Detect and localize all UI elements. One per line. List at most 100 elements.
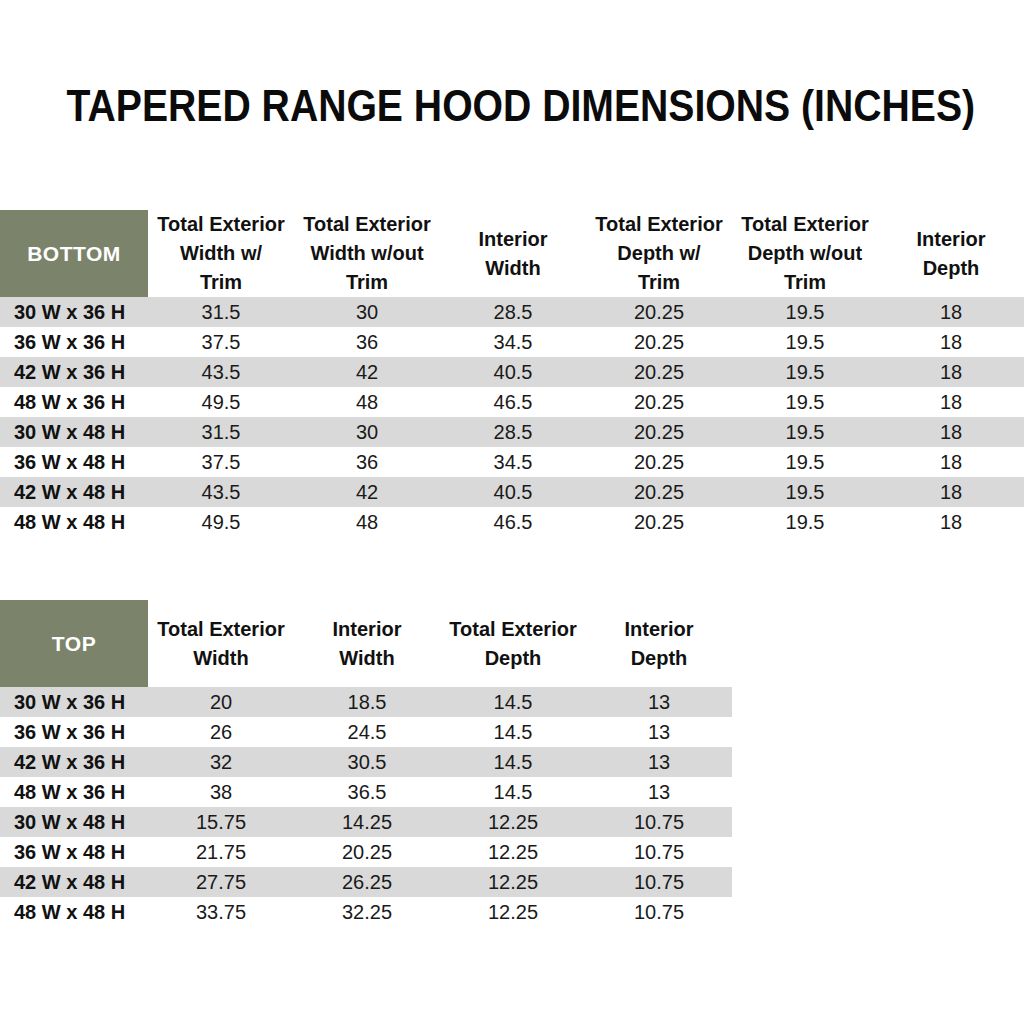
cell-value: 18: [878, 507, 1024, 537]
top-header-row: TOP Total Exterior Width Interior Width …: [0, 600, 732, 687]
cell-value: 32.25: [294, 897, 440, 927]
column-header-interior-width: Interior Width: [440, 210, 586, 297]
cell-value: 10.75: [586, 897, 732, 927]
table-row: 48 W x 36 H3836.514.513: [0, 777, 732, 807]
cell-value: 18: [878, 357, 1024, 387]
cell-value: 37.5: [148, 447, 294, 477]
row-label: 42 W x 48 H: [0, 867, 148, 897]
cell-value: 20.25: [586, 447, 732, 477]
cell-value: 13: [586, 717, 732, 747]
cell-value: 10.75: [586, 867, 732, 897]
cell-value: 13: [586, 747, 732, 777]
row-label: 48 W x 48 H: [0, 507, 148, 537]
column-header-total-exterior-width-w-trim: Total Exterior Width w/ Trim: [148, 210, 294, 297]
cell-value: 10.75: [586, 807, 732, 837]
cell-value: 38: [148, 777, 294, 807]
cell-value: 20.25: [294, 837, 440, 867]
cell-value: 46.5: [440, 507, 586, 537]
cell-value: 19.5: [732, 297, 878, 327]
cell-value: 26: [148, 717, 294, 747]
cell-value: 20: [148, 687, 294, 717]
row-label: 48 W x 36 H: [0, 387, 148, 417]
column-header-total-exterior-depth-wout-trim: Total Exterior Depth w/out Trim: [732, 210, 878, 297]
cell-value: 42: [294, 357, 440, 387]
row-label: 36 W x 36 H: [0, 327, 148, 357]
cell-value: 13: [586, 687, 732, 717]
cell-value: 36: [294, 327, 440, 357]
cell-value: 27.75: [148, 867, 294, 897]
cell-value: 34.5: [440, 327, 586, 357]
cell-value: 18: [878, 387, 1024, 417]
cell-value: 30: [294, 297, 440, 327]
cell-value: 18.5: [294, 687, 440, 717]
cell-value: 31.5: [148, 417, 294, 447]
cell-value: 28.5: [440, 297, 586, 327]
row-label: 36 W x 48 H: [0, 837, 148, 867]
cell-value: 14.5: [440, 717, 586, 747]
cell-value: 20.25: [586, 357, 732, 387]
cell-value: 36: [294, 447, 440, 477]
cell-value: 42: [294, 477, 440, 507]
cell-value: 30.5: [294, 747, 440, 777]
cell-value: 49.5: [148, 387, 294, 417]
cell-value: 19.5: [732, 357, 878, 387]
cell-value: 21.75: [148, 837, 294, 867]
column-header-total-exterior-depth: Total Exterior Depth: [440, 600, 586, 687]
cell-value: 31.5: [148, 297, 294, 327]
cell-value: 46.5: [440, 387, 586, 417]
cell-value: 13: [586, 777, 732, 807]
cell-value: 40.5: [440, 477, 586, 507]
row-label: 48 W x 48 H: [0, 897, 148, 927]
cell-value: 19.5: [732, 327, 878, 357]
cell-value: 20.25: [586, 327, 732, 357]
cell-value: 26.25: [294, 867, 440, 897]
column-header-interior-width: Interior Width: [294, 600, 440, 687]
table-row: 42 W x 48 H43.54240.520.2519.518: [0, 477, 1024, 507]
cell-value: 48: [294, 387, 440, 417]
bottom-dimensions-table: BOTTOM Total Exterior Width w/ Trim Tota…: [0, 210, 1024, 537]
column-header-total-exterior-width-wout-trim: Total Exterior Width w/out Trim: [294, 210, 440, 297]
cell-value: 14.5: [440, 687, 586, 717]
cell-value: 18: [878, 447, 1024, 477]
cell-value: 19.5: [732, 447, 878, 477]
cell-value: 33.75: [148, 897, 294, 927]
cell-value: 18: [878, 417, 1024, 447]
cell-value: 19.5: [732, 477, 878, 507]
row-label: 42 W x 48 H: [0, 477, 148, 507]
cell-value: 20.25: [586, 297, 732, 327]
cell-value: 20.25: [586, 417, 732, 447]
row-label: 48 W x 36 H: [0, 777, 148, 807]
cell-value: 40.5: [440, 357, 586, 387]
table-row: 36 W x 48 H21.7520.2512.2510.75: [0, 837, 732, 867]
table-row: 42 W x 36 H43.54240.520.2519.518: [0, 357, 1024, 387]
cell-value: 32: [148, 747, 294, 777]
row-label: 36 W x 36 H: [0, 717, 148, 747]
top-dimensions-table: TOP Total Exterior Width Interior Width …: [0, 600, 732, 927]
table-row: 48 W x 48 H49.54846.520.2519.518: [0, 507, 1024, 537]
cell-value: 20.25: [586, 477, 732, 507]
cell-value: 34.5: [440, 447, 586, 477]
cell-value: 36.5: [294, 777, 440, 807]
bottom-header-row: BOTTOM Total Exterior Width w/ Trim Tota…: [0, 210, 1024, 297]
row-label: 30 W x 36 H: [0, 297, 148, 327]
cell-value: 18: [878, 297, 1024, 327]
cell-value: 49.5: [148, 507, 294, 537]
row-label: 30 W x 48 H: [0, 807, 148, 837]
cell-value: 14.25: [294, 807, 440, 837]
column-header-total-exterior-depth-w-trim: Total Exterior Depth w/ Trim: [586, 210, 732, 297]
cell-value: 48: [294, 507, 440, 537]
row-label: 42 W x 36 H: [0, 357, 148, 387]
cell-value: 28.5: [440, 417, 586, 447]
cell-value: 15.75: [148, 807, 294, 837]
cell-value: 19.5: [732, 507, 878, 537]
table-row: 36 W x 36 H2624.514.513: [0, 717, 732, 747]
cell-value: 37.5: [148, 327, 294, 357]
table-row: 30 W x 36 H31.53028.520.2519.518: [0, 297, 1024, 327]
cell-value: 19.5: [732, 387, 878, 417]
cell-value: 14.5: [440, 747, 586, 777]
table-row: 48 W x 36 H49.54846.520.2519.518: [0, 387, 1024, 417]
cell-value: 20.25: [586, 507, 732, 537]
column-header-total-exterior-width: Total Exterior Width: [148, 600, 294, 687]
bottom-table-body: 30 W x 36 H31.53028.520.2519.51836 W x 3…: [0, 297, 1024, 537]
cell-value: 43.5: [148, 477, 294, 507]
